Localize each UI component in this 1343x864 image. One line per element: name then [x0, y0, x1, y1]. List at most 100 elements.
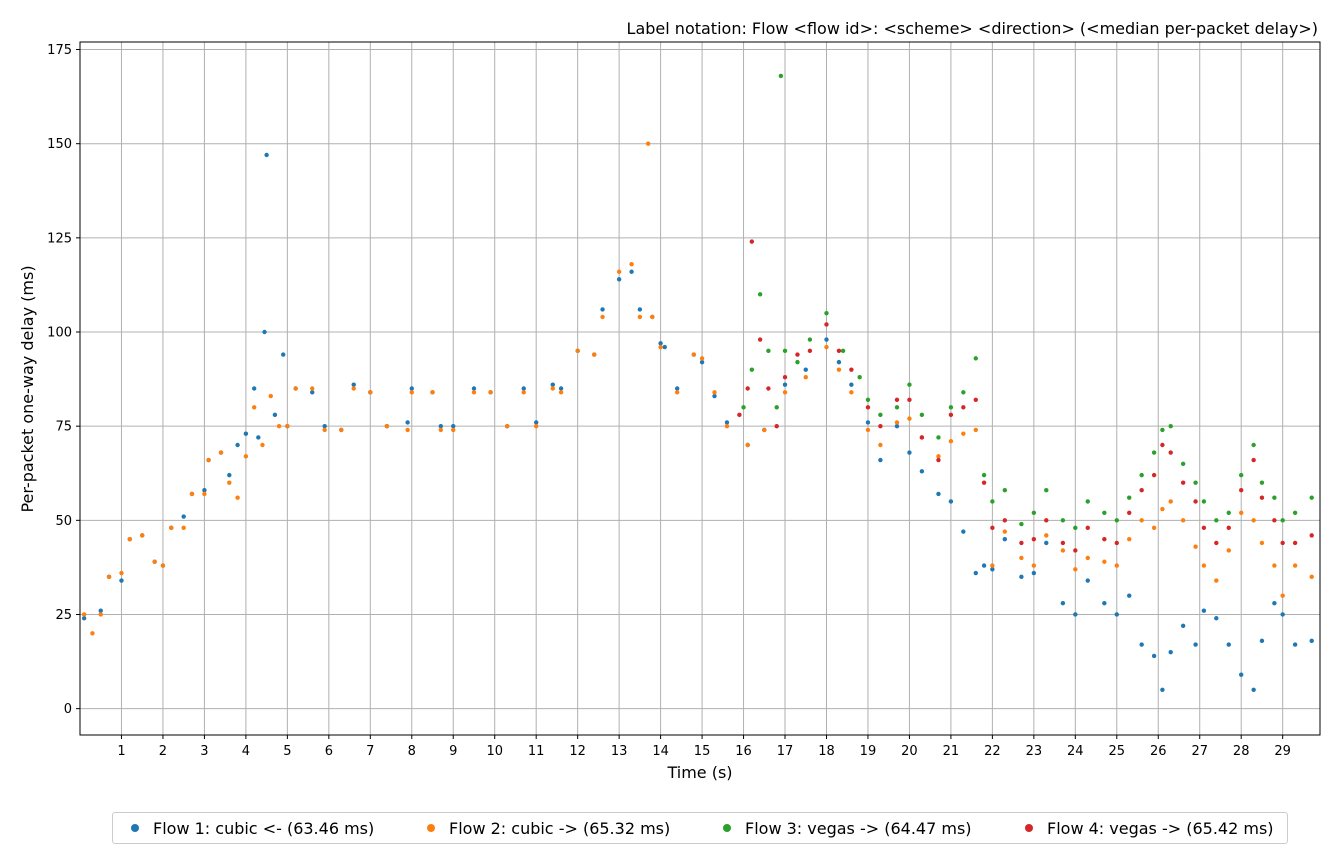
data-point: [1019, 555, 1024, 561]
legend-marker-icon: [131, 824, 139, 832]
data-point: [251, 405, 257, 410]
data-point: [1280, 518, 1285, 523]
data-point: [1085, 578, 1090, 583]
data-point: [878, 442, 883, 448]
data-point: [795, 352, 800, 357]
data-point: [119, 578, 124, 583]
data-point: [836, 359, 842, 365]
data-point: [745, 442, 750, 448]
data-point: [322, 427, 327, 433]
data-point: [1160, 506, 1165, 512]
data-point: [1309, 574, 1314, 580]
data-point: [1139, 518, 1144, 523]
data-point: [600, 314, 605, 320]
data-point: [127, 536, 132, 542]
data-point: [1226, 642, 1231, 647]
data-point: [973, 397, 978, 402]
x-tick-label: 12: [569, 744, 586, 759]
data-point: [600, 307, 605, 312]
data-point: [140, 533, 145, 538]
data-point: [1309, 638, 1314, 644]
data-point: [1002, 487, 1008, 493]
data-point: [1168, 499, 1173, 504]
data-point: [285, 423, 290, 429]
legend-item-flow-1: Flow 1: cubic <- (63.46 ms): [131, 813, 374, 843]
data-point: [119, 570, 124, 576]
data-point: [981, 480, 987, 485]
data-point: [936, 457, 941, 463]
data-point: [1073, 548, 1078, 553]
data-point: [235, 442, 240, 448]
data-point: [202, 491, 207, 497]
data-point: [1102, 559, 1107, 564]
legend-item-flow-3: Flow 3: vegas -> (64.47 ms): [723, 813, 972, 843]
data-point: [243, 454, 249, 459]
data-point: [1168, 649, 1173, 655]
series-flow-3: [741, 73, 1314, 531]
data-point: [824, 310, 829, 316]
x-tick-label: 10: [486, 744, 503, 759]
data-point: [1239, 672, 1244, 677]
data-point: [774, 423, 779, 429]
data-point: [616, 277, 622, 282]
data-points: [81, 73, 1314, 693]
data-point: [1031, 510, 1037, 515]
data-point: [1060, 518, 1066, 523]
data-point: [1151, 472, 1157, 478]
data-point: [1085, 499, 1090, 504]
data-point: [1044, 487, 1049, 493]
data-point: [1180, 623, 1186, 628]
legend-item-flow-2: Flow 2: cubic -> (65.32 ms): [427, 813, 670, 843]
data-point: [98, 612, 103, 617]
x-tick-label: 20: [901, 744, 918, 759]
x-tick-label: 18: [818, 744, 835, 759]
data-point: [981, 472, 987, 478]
data-point: [1214, 518, 1219, 523]
data-point: [227, 480, 232, 485]
grid-lines: [80, 42, 1320, 735]
data-point: [1309, 533, 1314, 538]
data-point: [533, 423, 539, 429]
data-point: [310, 390, 315, 395]
data-point: [724, 423, 730, 429]
data-point: [961, 431, 966, 436]
data-point: [1031, 570, 1037, 576]
data-point: [1019, 540, 1024, 546]
x-tick-label: 24: [1067, 744, 1084, 759]
x-tick-label: 17: [777, 744, 794, 759]
data-point: [724, 420, 730, 425]
data-point: [260, 442, 265, 448]
x-tick-label: 1: [117, 744, 125, 759]
data-point: [865, 405, 871, 410]
data-point: [438, 423, 444, 429]
x-tick-label: 29: [1274, 744, 1291, 759]
data-point: [745, 386, 750, 391]
data-point: [629, 269, 634, 274]
data-point: [699, 359, 705, 365]
data-point: [645, 141, 651, 146]
data-point: [894, 420, 900, 425]
data-point: [256, 435, 261, 440]
x-tick-label: 7: [366, 744, 374, 759]
data-point: [1044, 540, 1049, 546]
data-point: [1193, 480, 1198, 485]
data-point: [1280, 540, 1285, 546]
legend-label: Flow 2: cubic -> (65.32 ms): [449, 818, 671, 838]
data-point: [471, 386, 477, 391]
data-point: [907, 416, 912, 421]
data-point: [384, 423, 390, 429]
data-point: [919, 412, 925, 418]
data-point: [782, 382, 788, 387]
data-point: [757, 292, 763, 297]
data-point: [1085, 555, 1090, 561]
data-point: [650, 314, 655, 320]
x-tick-label: 19: [860, 744, 877, 759]
y-tick-label: 100: [47, 326, 72, 341]
data-point: [691, 352, 696, 357]
data-point: [741, 405, 746, 410]
data-point: [849, 382, 854, 387]
data-point: [160, 563, 166, 568]
data-point: [1073, 525, 1078, 531]
data-point: [712, 393, 717, 399]
